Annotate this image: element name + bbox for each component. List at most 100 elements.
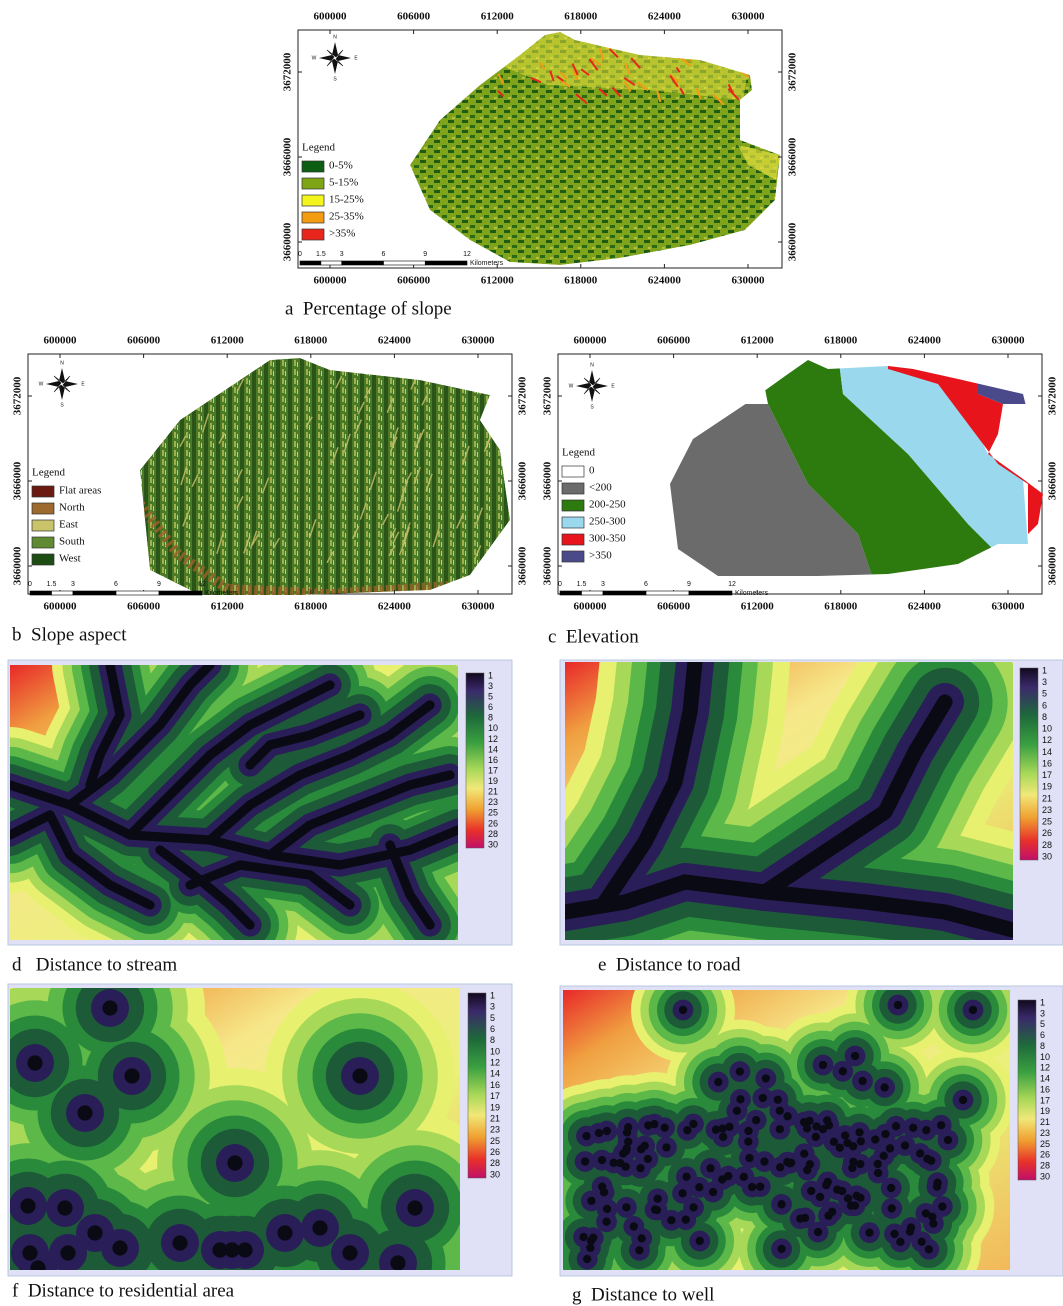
scale-label: 9 [157, 581, 161, 588]
colorbar-label: 12 [488, 734, 498, 744]
colorbar-label: 16 [1040, 1084, 1050, 1094]
colorbar-label: 19 [490, 1102, 500, 1112]
y-tick-label: 3672000 [12, 376, 24, 415]
scale-unit: Kilometers [735, 590, 769, 597]
legend-label: <200 [589, 482, 612, 494]
distance-band [57, 1200, 72, 1215]
legend-swatch [562, 500, 584, 511]
distance-band [712, 1126, 720, 1134]
scale-segment [384, 261, 426, 265]
x-tick-label: 624000 [648, 11, 682, 23]
colorbar-label: 19 [488, 776, 498, 786]
scale-label: 3 [71, 581, 75, 588]
colorbar-label: 17 [1042, 770, 1052, 780]
colorbar-label: 25 [488, 808, 498, 818]
legend-label: North [59, 502, 85, 514]
distance-band [922, 1126, 930, 1134]
colorbar-label: 10 [1042, 724, 1052, 734]
distance-band [776, 1107, 784, 1115]
distance-band [814, 1228, 822, 1236]
distance-band [636, 1164, 644, 1172]
colorbar-label: 23 [488, 797, 498, 807]
legend-swatch [302, 229, 324, 240]
legend-swatch [562, 483, 584, 494]
y-tick-label: 3660000 [542, 546, 554, 585]
distance-band [760, 1157, 768, 1165]
scale-segment [646, 591, 689, 595]
distance-band [603, 1205, 611, 1213]
distance-band [644, 1121, 652, 1129]
x-tick-label: 600000 [44, 335, 78, 347]
distance-band [841, 1131, 849, 1139]
legend-swatch [302, 161, 324, 172]
distance-band [589, 1234, 597, 1242]
distance-band [836, 1144, 844, 1152]
colorbar-label: 26 [1040, 1150, 1050, 1160]
distance-band [667, 1216, 675, 1224]
distance-band [896, 1238, 904, 1246]
y-tick-label: 3666000 [517, 461, 529, 500]
colorbar-label: 1 [1040, 997, 1045, 1007]
scale-label: 0 [28, 581, 32, 588]
scale-label: 12 [728, 581, 736, 588]
distance-band [60, 1245, 75, 1260]
compass-letter: W [39, 381, 44, 387]
legend-swatch [32, 486, 54, 497]
legend-swatch [562, 551, 584, 562]
scale-segment [30, 591, 52, 595]
scale-unit: Kilometers [470, 260, 504, 267]
legend-swatch [32, 503, 54, 514]
distance-band [938, 1202, 946, 1210]
colorbar [1020, 668, 1038, 860]
distance-band [102, 1000, 117, 1015]
legend-label: 200-250 [589, 499, 626, 511]
scale-label: 3 [601, 581, 605, 588]
distance-band [640, 1142, 648, 1150]
colorbar-label: 3 [1040, 1008, 1045, 1018]
legend-label: 250-300 [589, 516, 626, 528]
colorbar-label: 21 [490, 1113, 500, 1123]
distance-band [224, 1242, 239, 1257]
x-tick-label: 618000 [824, 335, 858, 347]
distance-band [776, 1163, 784, 1171]
colorbar-label: 1 [490, 990, 495, 1000]
legend-swatch [32, 554, 54, 565]
colorbar [1018, 1000, 1036, 1180]
colorbar-label: 3 [490, 1002, 495, 1012]
distance-band [880, 1152, 888, 1160]
distance-band [678, 1189, 686, 1197]
distance-band [124, 1068, 139, 1083]
distance-band [886, 1144, 894, 1152]
colorbar-label: 17 [1040, 1095, 1050, 1105]
x-tick-label: 630000 [992, 601, 1026, 613]
distance-band [277, 1225, 292, 1240]
scale-label: 12 [198, 581, 206, 588]
legend-label: West [59, 553, 81, 565]
caption: d Distance to stream [12, 954, 177, 975]
legend-label: 300-350 [589, 533, 626, 545]
distance-band [800, 1150, 808, 1158]
legend-label: South [59, 536, 85, 548]
distance-band [736, 1067, 744, 1075]
colorbar-label: 19 [1042, 782, 1052, 792]
distance-band [819, 1061, 827, 1069]
distance-band [595, 1129, 603, 1137]
distance-band [598, 1156, 606, 1164]
x-tick-label: 630000 [992, 335, 1026, 347]
distance-band [312, 1220, 327, 1235]
distance-band [929, 1219, 937, 1227]
scale-segment [425, 261, 467, 265]
legend-title: Legend [562, 447, 595, 459]
scale-label: 1.5 [47, 581, 57, 588]
colorbar-label: 12 [1042, 735, 1052, 745]
colorbar-label: 28 [488, 829, 498, 839]
distance-band [407, 1200, 422, 1215]
colorbar-label: 6 [490, 1024, 495, 1034]
distance-band [812, 1133, 820, 1141]
scale-segment [342, 261, 384, 265]
distance-band [807, 1187, 815, 1195]
legend-label: 5-15% [329, 177, 358, 189]
legend-label: 25-35% [329, 211, 364, 223]
distance-band [881, 1130, 889, 1138]
distance-band [622, 1203, 630, 1211]
